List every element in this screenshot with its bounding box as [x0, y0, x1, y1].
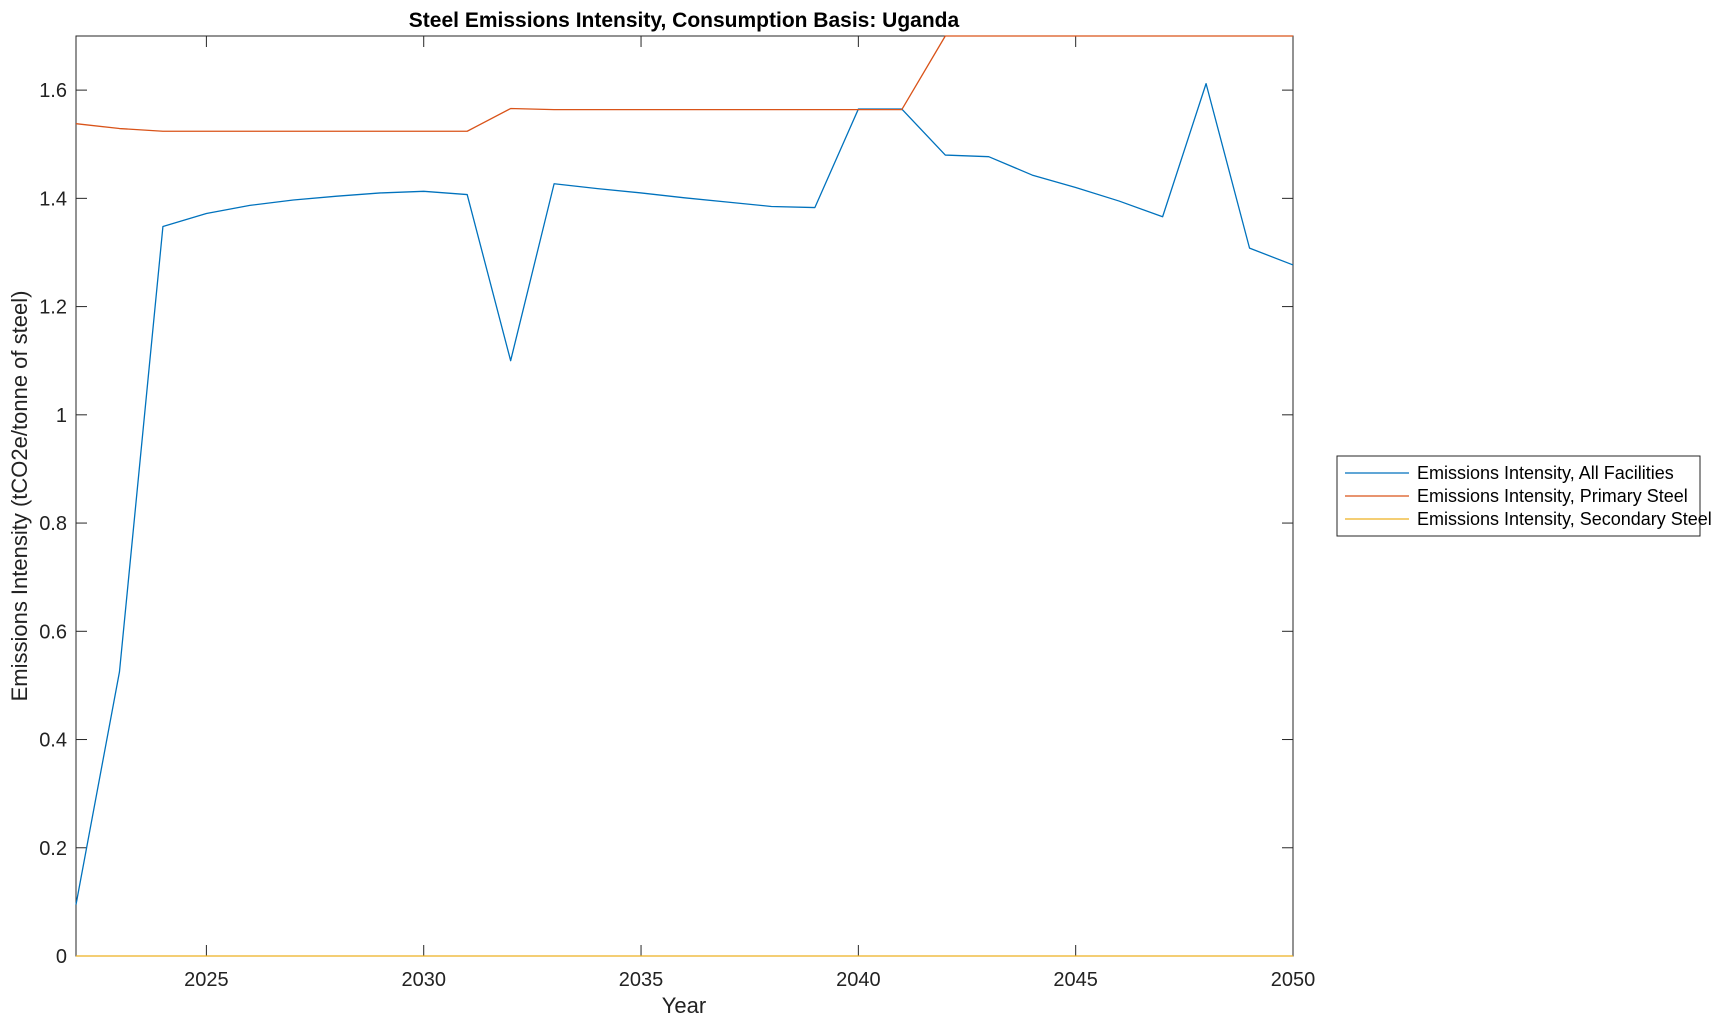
- y-tick-label: 1.2: [39, 297, 67, 319]
- y-tick-label: 0: [56, 946, 67, 968]
- series-line-1: [75, 82, 1294, 905]
- axis-ticks: 2025 2030 2035 2040 2045 2050 0 0.2 0.4 0.6 0.8 1 1.…: [39, 36, 1315, 991]
- y-tick-label: 1.4: [39, 188, 67, 210]
- series-line-2: [75, 35, 1293, 132]
- legend-label-3: Emissions Intensity, Secondary Steel: [1417, 509, 1712, 529]
- y-tick-label: 0.4: [39, 730, 67, 752]
- y-tick-label: 0.6: [39, 621, 67, 643]
- plot-area: 2025 2030 2035 2040 2045 2050 0 0.2 0.4 0.6 0.8 1 1.…: [39, 35, 1315, 991]
- y-axis-label: Emissions Intensity (tCO2e/tonne of stee…: [7, 291, 32, 702]
- legend-label-1: Emissions Intensity, All Facilities: [1417, 463, 1674, 483]
- x-tick-label: 2030: [401, 969, 446, 991]
- legend: Emissions Intensity, All Facilities Emiss…: [1336, 455, 1712, 537]
- x-tick-label: 2050: [1271, 969, 1316, 991]
- x-tick-label: 2040: [836, 969, 881, 991]
- series-layer: [75, 35, 1294, 957]
- chart-title: Steel Emissions Intensity, Consumption B…: [409, 9, 960, 32]
- y-tick-label: 0.8: [39, 513, 67, 535]
- x-tick-label: 2045: [1053, 969, 1098, 991]
- legend-label-2: Emissions Intensity, Primary Steel: [1417, 486, 1688, 506]
- x-tick-label: 2035: [619, 969, 664, 991]
- plot-box: [75, 35, 1294, 957]
- x-tick-label: 2025: [184, 969, 229, 991]
- y-tick-label: 1.6: [39, 80, 67, 102]
- y-tick-label: 1: [56, 405, 67, 427]
- x-axis-label: Year: [662, 993, 706, 1018]
- y-tick-label: 0.2: [39, 838, 67, 860]
